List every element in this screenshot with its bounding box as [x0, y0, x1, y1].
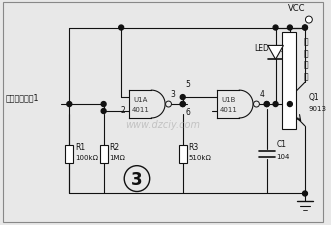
Circle shape	[303, 26, 307, 31]
Circle shape	[264, 102, 269, 107]
Text: 5: 5	[185, 80, 190, 89]
Text: 510kΩ: 510kΩ	[189, 154, 212, 160]
Text: 6: 6	[185, 108, 190, 117]
Text: LED: LED	[254, 44, 269, 53]
Bar	[179, 145, 187, 163]
Circle shape	[180, 95, 185, 100]
Text: 筒: 筒	[304, 49, 308, 58]
Circle shape	[306, 17, 312, 24]
Text: 4: 4	[260, 90, 264, 99]
Text: 104: 104	[276, 153, 290, 159]
Circle shape	[101, 102, 106, 107]
Circle shape	[180, 102, 185, 107]
Text: C1: C1	[276, 139, 287, 148]
Text: 4011: 4011	[132, 107, 150, 112]
Circle shape	[303, 191, 307, 196]
Circle shape	[264, 102, 269, 107]
Circle shape	[180, 102, 185, 107]
Text: R1: R1	[75, 142, 85, 151]
Circle shape	[166, 102, 171, 108]
Text: 100kΩ: 100kΩ	[75, 154, 98, 160]
Polygon shape	[268, 46, 283, 60]
Circle shape	[119, 26, 123, 31]
Circle shape	[273, 102, 278, 107]
Text: U1B: U1B	[222, 97, 236, 103]
Text: 9013: 9013	[309, 106, 327, 112]
Circle shape	[254, 102, 260, 108]
Circle shape	[287, 26, 292, 31]
Text: U1A: U1A	[134, 97, 148, 103]
Text: 1MΩ: 1MΩ	[110, 154, 125, 160]
Text: Q1: Q1	[309, 93, 319, 102]
Text: 话: 话	[304, 37, 308, 46]
Text: R3: R3	[189, 142, 199, 151]
Text: 3: 3	[170, 90, 175, 99]
Bar	[66, 145, 73, 163]
Text: 控制信号输八1: 控制信号输八1	[6, 93, 39, 102]
Circle shape	[287, 102, 292, 107]
Circle shape	[67, 102, 72, 107]
Text: 4011: 4011	[220, 107, 238, 112]
Circle shape	[273, 26, 278, 31]
Circle shape	[303, 26, 307, 31]
Text: 水: 水	[304, 61, 308, 70]
Text: 漏: 漏	[304, 72, 308, 81]
Text: www.dzciy.com: www.dzciy.com	[125, 119, 200, 129]
Circle shape	[124, 166, 150, 192]
Text: 2: 2	[121, 106, 125, 115]
Bar	[100, 145, 108, 163]
Circle shape	[101, 109, 106, 114]
Text: R2: R2	[110, 142, 119, 151]
Text: 3: 3	[131, 170, 143, 188]
Bar	[282, 33, 296, 129]
Text: VCC: VCC	[288, 4, 306, 13]
